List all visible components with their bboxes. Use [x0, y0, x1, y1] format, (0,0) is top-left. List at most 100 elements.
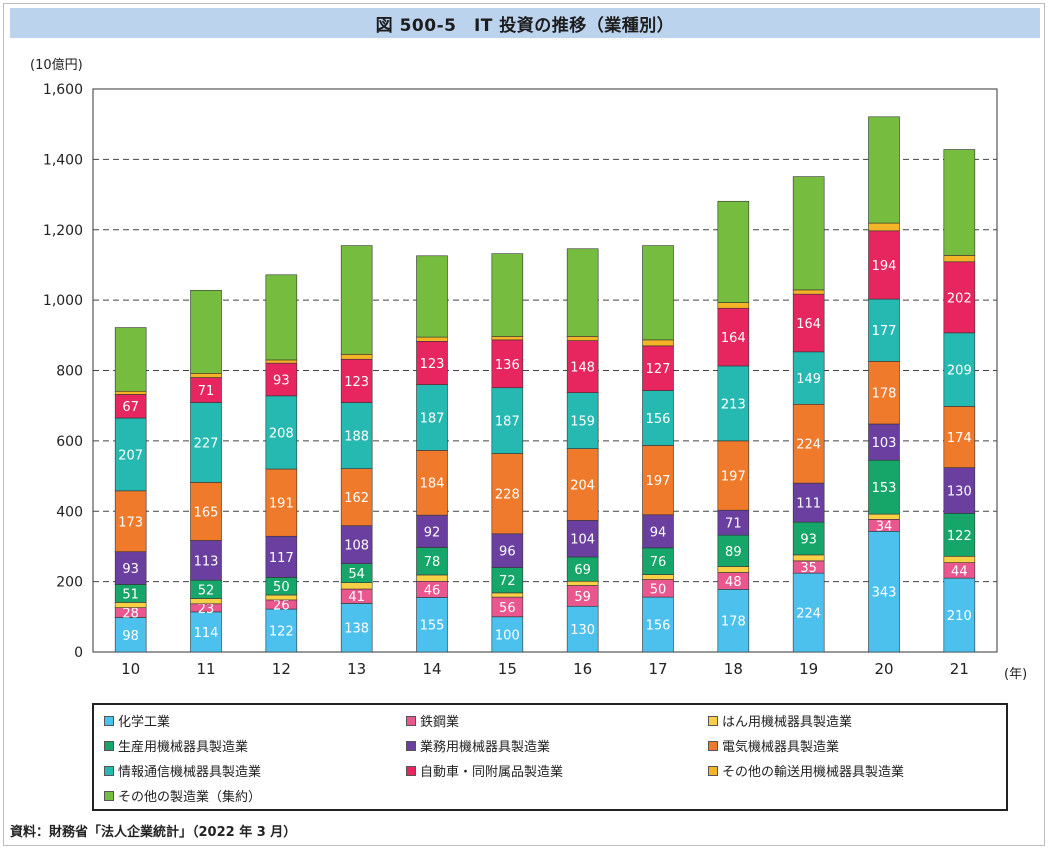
bar-segment	[416, 384, 448, 451]
data-label: 50	[273, 580, 290, 595]
bar-segment	[792, 293, 825, 353]
data-label: 164	[721, 331, 746, 346]
bar-segment	[265, 359, 298, 364]
bar-segment	[717, 566, 750, 573]
data-label: 191	[269, 497, 294, 512]
data-label: 123	[420, 357, 445, 372]
data-label: 41	[348, 590, 365, 605]
bar-segment	[566, 392, 599, 449]
data-label: 93	[122, 562, 139, 577]
data-label: 78	[424, 555, 441, 570]
legend-item: 自動車・同附属品製造業	[406, 761, 563, 780]
data-label: 187	[420, 411, 445, 426]
legend-swatch	[708, 715, 718, 726]
data-label: 59	[574, 590, 591, 605]
data-label: 164	[796, 317, 821, 332]
bar-segment	[491, 592, 524, 598]
legend-item: 化学工業	[104, 711, 170, 730]
data-label: 343	[872, 586, 897, 601]
x-axis-unit: (年)	[1004, 667, 1027, 682]
bar-segment	[190, 611, 222, 653]
data-label: 213	[721, 397, 746, 412]
bar-segment	[717, 440, 750, 511]
bar-segment	[717, 509, 750, 536]
data-label: 156	[646, 412, 671, 427]
data-label: 71	[725, 517, 742, 532]
bar-segment	[943, 555, 976, 563]
bar-segment	[868, 459, 900, 515]
data-label: 26	[273, 598, 290, 613]
data-label: 184	[420, 477, 445, 492]
chart-title-bar: 図 500-5 IT 投資の推移（業種別）	[10, 8, 1040, 38]
bar-segment	[265, 395, 298, 470]
bar-segment	[265, 362, 298, 397]
bar-segment	[868, 513, 900, 520]
bar-segment	[265, 468, 298, 537]
data-label: 51	[122, 587, 139, 602]
data-label: 111	[796, 497, 821, 512]
data-label: 130	[947, 484, 972, 499]
data-label: 138	[344, 622, 369, 637]
legend-swatch	[708, 740, 718, 751]
bar-segment	[340, 358, 373, 403]
x-tick-label: 17	[648, 660, 667, 678]
legend-item: その他の製造業（集約）	[104, 786, 261, 805]
y-tick-label: 1,200	[43, 223, 83, 239]
bar-segment	[792, 572, 825, 653]
bar-segment	[190, 598, 222, 605]
data-label: 76	[650, 555, 667, 570]
data-label: 159	[570, 415, 595, 430]
data-label: 197	[646, 474, 671, 489]
x-tick-label: 20	[874, 660, 893, 678]
bar-segment	[642, 596, 674, 653]
figure-frame	[3, 3, 1045, 846]
bar-segment	[416, 340, 448, 385]
legend-label: 鉄鋼業	[420, 715, 460, 730]
bar-segment	[642, 345, 674, 391]
bar-segment	[792, 289, 825, 295]
data-label: 174	[947, 431, 972, 446]
bar-segment	[190, 482, 222, 541]
bar-segment	[792, 351, 825, 405]
data-label: 71	[198, 384, 215, 399]
bar-segment	[114, 417, 147, 492]
bar-segment	[114, 551, 147, 585]
data-label: 56	[499, 601, 516, 616]
bar-segment	[868, 361, 900, 425]
bar-segment	[114, 490, 147, 553]
legend-label: その他の製造業（集約）	[118, 790, 262, 805]
bar-segment	[416, 336, 448, 342]
bar-segment	[340, 603, 373, 653]
legend-swatch	[406, 765, 416, 776]
data-label: 48	[725, 575, 742, 590]
legend-swatch	[708, 765, 718, 776]
data-label: 208	[269, 426, 294, 441]
legend-label: 業務用機械器具製造業	[420, 740, 551, 755]
bar-segment	[265, 594, 298, 601]
bar-segment	[868, 423, 900, 461]
bar-segment	[868, 116, 900, 224]
data-label: 67	[122, 400, 139, 415]
bar-segment	[416, 450, 448, 516]
data-label: 46	[424, 583, 441, 598]
bar-segment	[868, 222, 900, 232]
legend-swatch	[104, 715, 114, 726]
x-tick-label: 13	[347, 660, 366, 678]
data-label: 104	[570, 533, 595, 548]
bar-segment	[642, 547, 674, 575]
bar-segment	[566, 556, 599, 582]
data-label: 155	[420, 619, 445, 634]
x-tick-label: 18	[724, 660, 743, 678]
bar-segment	[717, 302, 750, 309]
y-tick-label: 400	[56, 504, 83, 520]
bar-segment	[265, 535, 298, 578]
bar-segment	[566, 336, 599, 341]
bar-segment	[943, 255, 976, 263]
data-label: 228	[495, 488, 520, 503]
legend-label: その他の輸送用機械器具製造業	[722, 765, 905, 780]
data-label: 188	[344, 430, 369, 445]
legend-item: はん用機械器具製造業	[708, 711, 852, 730]
data-label: 44	[951, 564, 968, 579]
data-label: 210	[947, 609, 972, 624]
data-label: 100	[495, 628, 520, 643]
